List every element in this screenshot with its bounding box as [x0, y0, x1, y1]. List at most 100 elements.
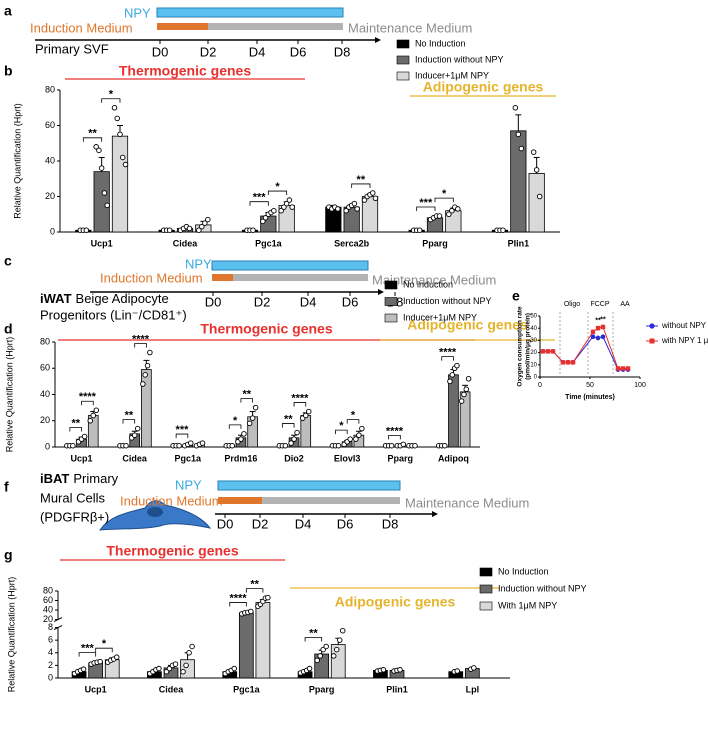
y-tick-label: 80: [45, 84, 55, 94]
day-label: D2: [254, 294, 271, 309]
significance-label: **: [88, 128, 97, 140]
data-point: [278, 207, 284, 214]
x-axis-label: Time (minutes): [565, 394, 615, 401]
series-line: [543, 336, 628, 371]
data-point: [271, 207, 277, 214]
data-point: [281, 204, 287, 210]
data-point: [166, 227, 173, 233]
significance-bracket: [82, 137, 103, 142]
significance-label: **: [250, 579, 259, 591]
data-point: [500, 227, 506, 233]
data-point: [183, 662, 189, 669]
data-point: [250, 227, 256, 233]
significance-bracket: [228, 424, 242, 429]
significance-label: *: [442, 188, 447, 200]
significance-label: **: [309, 627, 318, 639]
legend-swatch: [396, 55, 410, 65]
data-point: [465, 376, 472, 382]
data-point: [330, 653, 337, 659]
legend-swatch: [396, 71, 410, 81]
data-point: [335, 442, 342, 449]
data-point: [111, 104, 118, 111]
data-point: [131, 432, 138, 438]
legend-marker: [649, 338, 655, 344]
panel-label: a: [4, 3, 12, 19]
data-point: [447, 378, 453, 385]
significance-bracket: [416, 206, 436, 212]
y-tick-label: 20: [530, 350, 537, 356]
timeline-arrowhead: [378, 289, 384, 295]
maintenance-label: Maintenance Medium: [348, 20, 472, 35]
data-point: [400, 441, 407, 448]
data-point: [595, 335, 601, 341]
y-tick-label: 0: [534, 375, 538, 381]
data-point: [306, 665, 313, 672]
x-tick-label: Elovl3: [334, 453, 361, 463]
data-point: [93, 407, 99, 414]
maintenance-bar: [233, 274, 368, 281]
data-point: [353, 436, 359, 442]
data-point: [188, 440, 194, 446]
cell-type: iBAT Primary: [40, 471, 119, 486]
x-tick-label: Cidea: [159, 684, 185, 694]
npy-label: NPY: [185, 256, 212, 271]
data-point: [288, 440, 294, 446]
data-point: [291, 436, 297, 442]
data-point: [512, 104, 519, 111]
data-point: [231, 665, 238, 672]
day-label: D2: [252, 516, 269, 531]
significance-bracket: [346, 419, 360, 424]
npy-label: NPY: [124, 5, 151, 20]
y-tick-label: 60: [40, 363, 50, 373]
legend-label: Induction without NPY: [415, 54, 504, 64]
gene-group-label: Thermogenic genes: [200, 321, 332, 337]
legend-swatch: [384, 280, 398, 290]
significance-bracket: [81, 400, 94, 406]
maintenance-bar: [262, 497, 400, 504]
significance-bracket: [78, 652, 97, 657]
data-point: [530, 149, 537, 155]
panel-label: c: [4, 253, 12, 269]
y-tick-label: 20: [40, 415, 50, 425]
y-axis-label: Relative Quantification (Hprt): [6, 577, 16, 693]
event-label: Oligo: [564, 301, 580, 308]
significance-bracket: [122, 419, 136, 424]
data-point: [343, 207, 349, 214]
cell-type: Mural Cells: [40, 490, 106, 505]
significance-bracket: [351, 183, 371, 188]
gene-group-label: Adipogenic genes: [407, 317, 528, 333]
y-tick-label: 20: [45, 191, 55, 201]
x-tick-label: Serca2b: [334, 238, 370, 248]
data-point: [252, 404, 259, 411]
data-point: [172, 661, 179, 667]
data-point: [471, 665, 477, 671]
event-label: AA: [620, 301, 630, 308]
legend-label: with NPY 1 μM: [661, 336, 708, 345]
significance-bracket: [101, 98, 121, 103]
bar: [510, 130, 527, 233]
bar: [528, 173, 545, 233]
data-point: [306, 408, 312, 415]
data-point: [323, 643, 329, 650]
significance-label: ****: [386, 425, 404, 437]
x-tick-label: Prdm16: [224, 453, 257, 463]
significance-bracket: [134, 343, 147, 348]
data-point: [98, 165, 105, 171]
maintenance-label: Maintenance Medium: [405, 495, 529, 510]
cell-type-text: Primary: [73, 471, 118, 486]
x-tick-label: Pgc1a: [175, 453, 203, 463]
data-point: [113, 654, 120, 660]
data-point: [156, 665, 162, 672]
significance-bracket: [388, 434, 401, 440]
data-point: [449, 372, 456, 378]
data-point: [595, 326, 601, 331]
data-point: [336, 637, 343, 643]
day-label: D4: [249, 44, 266, 59]
data-point: [262, 215, 269, 221]
data-point: [93, 144, 99, 150]
day-label: D8: [334, 44, 351, 59]
data-point: [388, 442, 395, 449]
significance-label: **: [284, 413, 293, 425]
timeline-arrowhead: [432, 511, 438, 517]
x-tick-label: Pparg: [422, 238, 448, 248]
